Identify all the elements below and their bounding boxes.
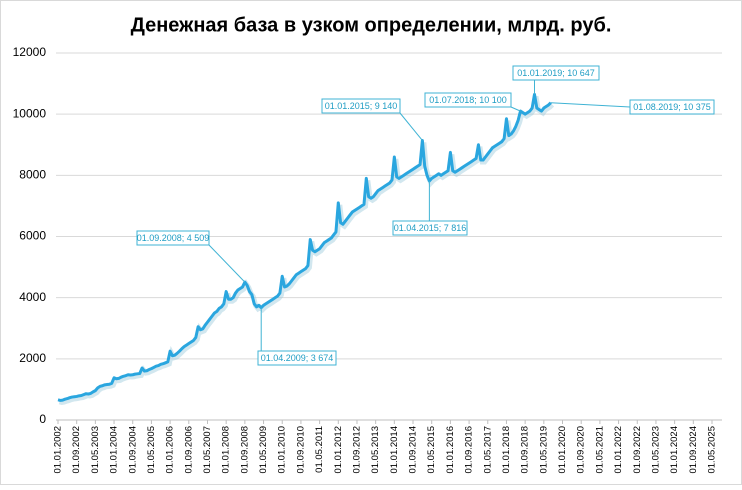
x-tick-label: 01.09.2010 xyxy=(295,426,306,474)
annotation-box xyxy=(392,220,468,236)
chart-title: Денежная база в узком определении, млрд.… xyxy=(131,14,612,36)
x-tick-label: 01.01.2014 xyxy=(389,426,400,474)
annotation-box xyxy=(136,230,210,246)
x-tick-label: 01.01.2024 xyxy=(669,426,680,474)
x-tick-label: 01.05.2003 xyxy=(90,426,101,474)
x-tick-label: 01.05.2019 xyxy=(538,426,549,474)
x-tick-label: 01.01.2004 xyxy=(109,426,120,474)
x-tick-label: 01.09.2002 xyxy=(71,426,82,474)
annotation-leader xyxy=(510,106,521,112)
annotation-box xyxy=(424,92,512,108)
annotation: 01.01.2019; 10 647 xyxy=(517,68,595,78)
x-tick-label: 01.01.2012 xyxy=(333,426,344,474)
annotation-box xyxy=(257,350,337,366)
x-tick-label: 01.01.2022 xyxy=(613,426,624,474)
y-tick-label: 4000 xyxy=(19,290,46,304)
x-tick-label: 01.09.2012 xyxy=(351,426,362,474)
x-tick-label: 01.09.2020 xyxy=(576,426,587,474)
y-tick-label: 2000 xyxy=(19,351,46,365)
x-tick-label: 01.01.2020 xyxy=(557,426,568,474)
x-tick-label: 01.05.2007 xyxy=(202,426,213,474)
x-tick-label: 01.05.2005 xyxy=(146,426,157,474)
data-line xyxy=(57,92,552,402)
x-tick-label: 01.01.2018 xyxy=(501,426,512,474)
annotation-leader xyxy=(208,244,246,283)
annotation-leader xyxy=(550,102,631,108)
x-tick-label: 01.01.2006 xyxy=(165,426,176,474)
y-tick-label: 0 xyxy=(39,412,46,426)
annotation: 01.04.2015; 7 816 xyxy=(394,223,467,233)
x-tick-label: 01.09.2008 xyxy=(239,426,250,474)
x-tick-label: 01.05.2013 xyxy=(370,426,381,474)
y-tick-label: 6000 xyxy=(19,229,46,243)
x-tick-label: 01.09.2004 xyxy=(127,426,138,474)
x-tick-label: 01.01.2008 xyxy=(221,426,232,474)
x-tick-label: 01.05.2015 xyxy=(426,426,437,474)
annotation: 01.07.2018; 10 100 xyxy=(429,95,507,105)
y-tick-label: 12000 xyxy=(13,45,47,59)
x-tick-label: 01.05.2009 xyxy=(258,426,269,474)
y-tick-label: 10000 xyxy=(13,106,47,120)
annotation-leader xyxy=(399,112,423,141)
annotation: 01.08.2019; 10 375 xyxy=(633,102,711,112)
x-tick-label: 01.01.2002 xyxy=(53,426,64,474)
x-tick-label: 01.09.2014 xyxy=(408,426,419,474)
x-tick-label: 01.05.2017 xyxy=(482,426,493,474)
x-tick-label: 01.09.2006 xyxy=(183,426,194,474)
x-tick-label: 01.09.2022 xyxy=(632,426,643,474)
x-tick-label: 01.05.2025 xyxy=(707,426,718,474)
annotation: 01.04.2009; 3 674 xyxy=(261,353,334,363)
x-tick-label: 01.01.2010 xyxy=(277,426,288,474)
annotation: 01.09.2008; 4 509 xyxy=(137,233,210,243)
annotation-box xyxy=(629,99,715,115)
x-tick-label: 01.09.2016 xyxy=(464,426,475,474)
x-tick-label: 01.05.2021 xyxy=(594,426,605,474)
annotation-box xyxy=(321,98,401,114)
annotation: 01.01.2015; 9 140 xyxy=(325,101,398,111)
x-tick-label: 01.05.2023 xyxy=(650,426,661,474)
annotation-box xyxy=(512,65,600,81)
x-tick-label: 01.05.2011 xyxy=(314,426,325,473)
line-shadow xyxy=(58,95,555,405)
x-tick-label: 01.09.2024 xyxy=(688,426,699,474)
x-tick-label: 01.01.2016 xyxy=(445,426,456,474)
y-tick-label: 8000 xyxy=(19,168,46,182)
x-tick-label: 01.09.2018 xyxy=(520,426,531,474)
